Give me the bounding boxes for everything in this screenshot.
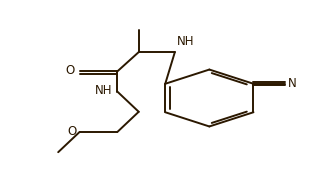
- Text: NH: NH: [95, 84, 113, 97]
- Text: O: O: [65, 64, 75, 77]
- Text: O: O: [67, 125, 76, 138]
- Text: N: N: [288, 77, 297, 90]
- Text: NH: NH: [177, 35, 194, 48]
